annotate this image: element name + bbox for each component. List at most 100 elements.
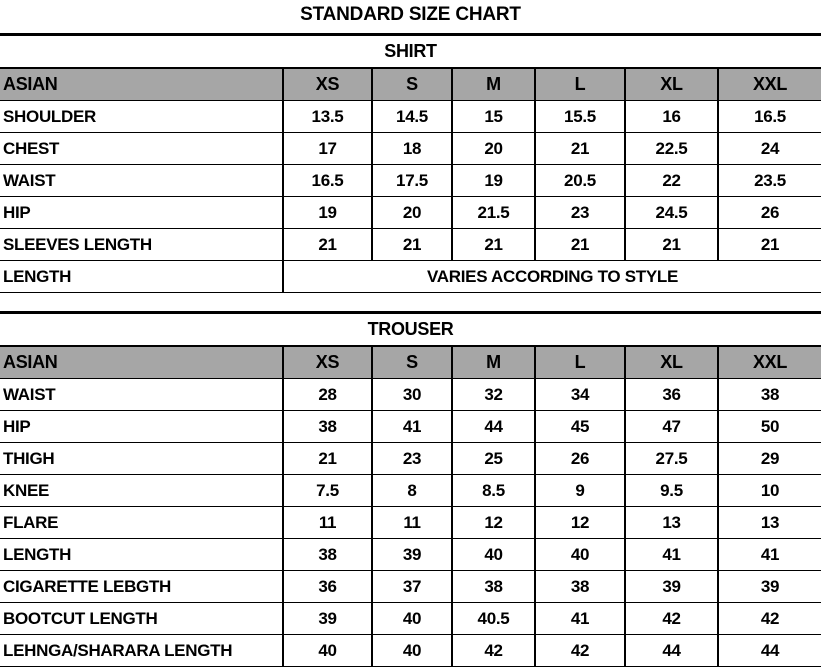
row-label: KNEE xyxy=(0,474,284,507)
trouser-header-size-xs: XS xyxy=(282,345,373,379)
row-value: 39 xyxy=(716,570,821,603)
table-row: HIP 19 20 21.5 23 24.5 26 xyxy=(0,196,821,229)
shirt-header-label: ASIAN xyxy=(0,67,284,101)
row-value: 13 xyxy=(716,506,821,539)
row-value: 11 xyxy=(371,506,453,539)
row-label: CIGARETTE LEBGTH xyxy=(0,570,284,603)
row-label: LEHNGA/SHARARA LENGTH xyxy=(0,634,284,667)
table-spacer xyxy=(0,293,821,311)
row-value: 40 xyxy=(451,538,536,571)
trouser-header-label: ASIAN xyxy=(0,345,284,379)
row-value: 37 xyxy=(371,570,453,603)
shirt-header-size-l: L xyxy=(534,67,626,101)
row-value: 38 xyxy=(282,410,373,443)
row-value: 41 xyxy=(624,538,719,571)
row-value: 10 xyxy=(716,474,821,507)
table-row: FLARE 11 11 12 12 13 13 xyxy=(0,506,821,539)
row-value: 13.5 xyxy=(282,100,373,133)
shirt-header-row: ASIAN XS S M L XL XXL xyxy=(0,67,821,101)
row-value: 19 xyxy=(451,164,536,197)
row-label: HIP xyxy=(0,410,284,443)
row-value: 8 xyxy=(371,474,453,507)
row-value: 17.5 xyxy=(371,164,453,197)
row-value: 24.5 xyxy=(624,196,719,229)
table-row: SLEEVES LENGTH 21 21 21 21 21 21 xyxy=(0,228,821,261)
trouser-header-size-xl: XL xyxy=(624,345,719,379)
row-value: 39 xyxy=(371,538,453,571)
row-value: 27.5 xyxy=(624,442,719,475)
row-value: 38 xyxy=(282,538,373,571)
trouser-header-size-s: S xyxy=(371,345,453,379)
row-value: 29 xyxy=(716,442,821,475)
row-value: 30 xyxy=(371,378,453,411)
row-value: 20 xyxy=(451,132,536,165)
shirt-section-title: SHIRT xyxy=(0,33,821,69)
row-value: 36 xyxy=(282,570,373,603)
row-value: 44 xyxy=(451,410,536,443)
shirt-header-size-xxl: XXL xyxy=(716,67,821,101)
row-merged-value: VARIES ACCORDING TO STYLE xyxy=(281,260,821,293)
row-value: 47 xyxy=(624,410,719,443)
shirt-header-size-xl: XL xyxy=(624,67,719,101)
trouser-section-title-row: TROUSER xyxy=(0,311,821,347)
trouser-header-size-l: L xyxy=(534,345,626,379)
trouser-size-table: TROUSER ASIAN XS S M L XL XXL WAIST 28 3… xyxy=(0,311,821,667)
table-row: KNEE 7.5 8 8.5 9 9.5 10 xyxy=(0,474,821,507)
shirt-header-size-xs: XS xyxy=(282,67,373,101)
row-value: 15.5 xyxy=(534,100,626,133)
row-value: 17 xyxy=(282,132,373,165)
row-value: 18 xyxy=(371,132,453,165)
row-value: 21 xyxy=(282,442,373,475)
shirt-section-title-row: SHIRT xyxy=(0,33,821,69)
row-value: 19 xyxy=(282,196,373,229)
row-value: 32 xyxy=(451,378,536,411)
shirt-header-size-s: S xyxy=(371,67,453,101)
shirt-size-table: SHIRT ASIAN XS S M L XL XXL SHOULDER 13.… xyxy=(0,33,821,293)
row-value: 21 xyxy=(282,228,373,261)
row-value: 40 xyxy=(371,634,453,667)
row-value: 45 xyxy=(534,410,626,443)
row-label: WAIST xyxy=(0,164,284,197)
table-row: HIP 38 41 44 45 47 50 xyxy=(0,410,821,443)
table-row-merged: LENGTH VARIES ACCORDING TO STYLE xyxy=(0,260,821,293)
row-value: 20 xyxy=(371,196,453,229)
table-row: WAIST 16.5 17.5 19 20.5 22 23.5 xyxy=(0,164,821,197)
row-value: 40 xyxy=(534,538,626,571)
row-value: 8.5 xyxy=(451,474,536,507)
row-value: 50 xyxy=(716,410,821,443)
row-value: 40 xyxy=(282,634,373,667)
row-value: 21 xyxy=(624,228,719,261)
row-value: 16.5 xyxy=(716,100,821,133)
row-label: SHOULDER xyxy=(0,100,284,133)
table-row: SHOULDER 13.5 14.5 15 15.5 16 16.5 xyxy=(0,100,821,133)
row-value: 41 xyxy=(716,538,821,571)
table-row: THIGH 21 23 25 26 27.5 29 xyxy=(0,442,821,475)
trouser-header-row: ASIAN XS S M L XL XXL xyxy=(0,345,821,379)
table-row: LENGTH 38 39 40 40 41 41 xyxy=(0,538,821,571)
row-value: 21 xyxy=(716,228,821,261)
row-value: 28 xyxy=(282,378,373,411)
row-value: 21 xyxy=(534,228,626,261)
row-label: HIP xyxy=(0,196,284,229)
row-value: 41 xyxy=(371,410,453,443)
row-label: CHEST xyxy=(0,132,284,165)
row-value: 39 xyxy=(624,570,719,603)
row-value: 44 xyxy=(716,634,821,667)
row-value: 14.5 xyxy=(371,100,453,133)
row-value: 21 xyxy=(451,228,536,261)
table-row: CHEST 17 18 20 21 22.5 24 xyxy=(0,132,821,165)
row-value: 15 xyxy=(451,100,536,133)
row-value: 21.5 xyxy=(451,196,536,229)
row-value: 23 xyxy=(534,196,626,229)
row-label: THIGH xyxy=(0,442,284,475)
row-value: 21 xyxy=(371,228,453,261)
row-value: 12 xyxy=(451,506,536,539)
row-value: 38 xyxy=(534,570,626,603)
table-row: CIGARETTE LEBGTH 36 37 38 38 39 39 xyxy=(0,570,821,603)
row-value: 34 xyxy=(534,378,626,411)
row-label: LENGTH xyxy=(0,538,284,571)
row-value: 38 xyxy=(716,378,821,411)
row-value: 42 xyxy=(451,634,536,667)
row-value: 36 xyxy=(624,378,719,411)
table-row: WAIST 28 30 32 34 36 38 xyxy=(0,378,821,411)
